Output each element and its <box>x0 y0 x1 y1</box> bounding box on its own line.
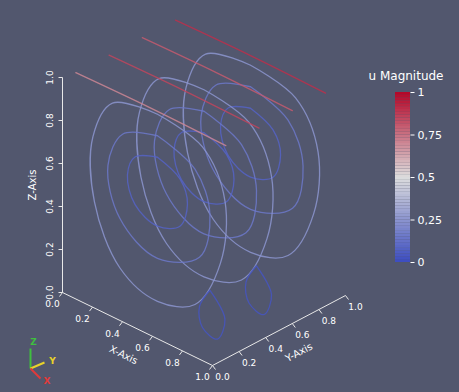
svg-text:X-Axis: X-Axis <box>108 343 140 366</box>
svg-text:0,25: 0,25 <box>418 214 443 227</box>
svg-text:0.8: 0.8 <box>165 358 180 368</box>
svg-text:0,5: 0,5 <box>418 171 436 184</box>
svg-text:u Magnitude: u Magnitude <box>369 69 444 83</box>
svg-text:0.2: 0.2 <box>242 358 256 368</box>
svg-text:0.8: 0.8 <box>45 113 55 128</box>
svg-text:Z: Z <box>30 337 37 347</box>
svg-text:1.0: 1.0 <box>348 302 363 312</box>
svg-text:0.0: 0.0 <box>45 285 55 300</box>
svg-text:0.0: 0.0 <box>45 299 60 309</box>
svg-text:0.2: 0.2 <box>75 314 89 324</box>
svg-text:Z-Axis: Z-Axis <box>27 170 38 201</box>
svg-text:0,75: 0,75 <box>418 129 443 142</box>
svg-text:0.2: 0.2 <box>45 242 55 256</box>
svg-text:0.4: 0.4 <box>105 329 120 339</box>
svg-text:Y-Axis: Y-Axis <box>283 341 315 365</box>
svg-text:X: X <box>44 376 51 386</box>
svg-text:0.6: 0.6 <box>295 330 310 340</box>
svg-text:0.6: 0.6 <box>135 343 150 353</box>
svg-text:1: 1 <box>418 86 425 99</box>
svg-text:1.0: 1.0 <box>45 70 55 85</box>
svg-text:0.4: 0.4 <box>269 344 284 354</box>
svg-text:0.8: 0.8 <box>322 316 337 326</box>
svg-text:Y: Y <box>48 356 56 366</box>
svg-text:0.4: 0.4 <box>45 199 55 214</box>
svg-text:0: 0 <box>418 256 425 269</box>
svg-text:0.0: 0.0 <box>215 372 230 382</box>
svg-text:0.6: 0.6 <box>45 156 55 171</box>
svg-text:1.0: 1.0 <box>195 372 210 382</box>
